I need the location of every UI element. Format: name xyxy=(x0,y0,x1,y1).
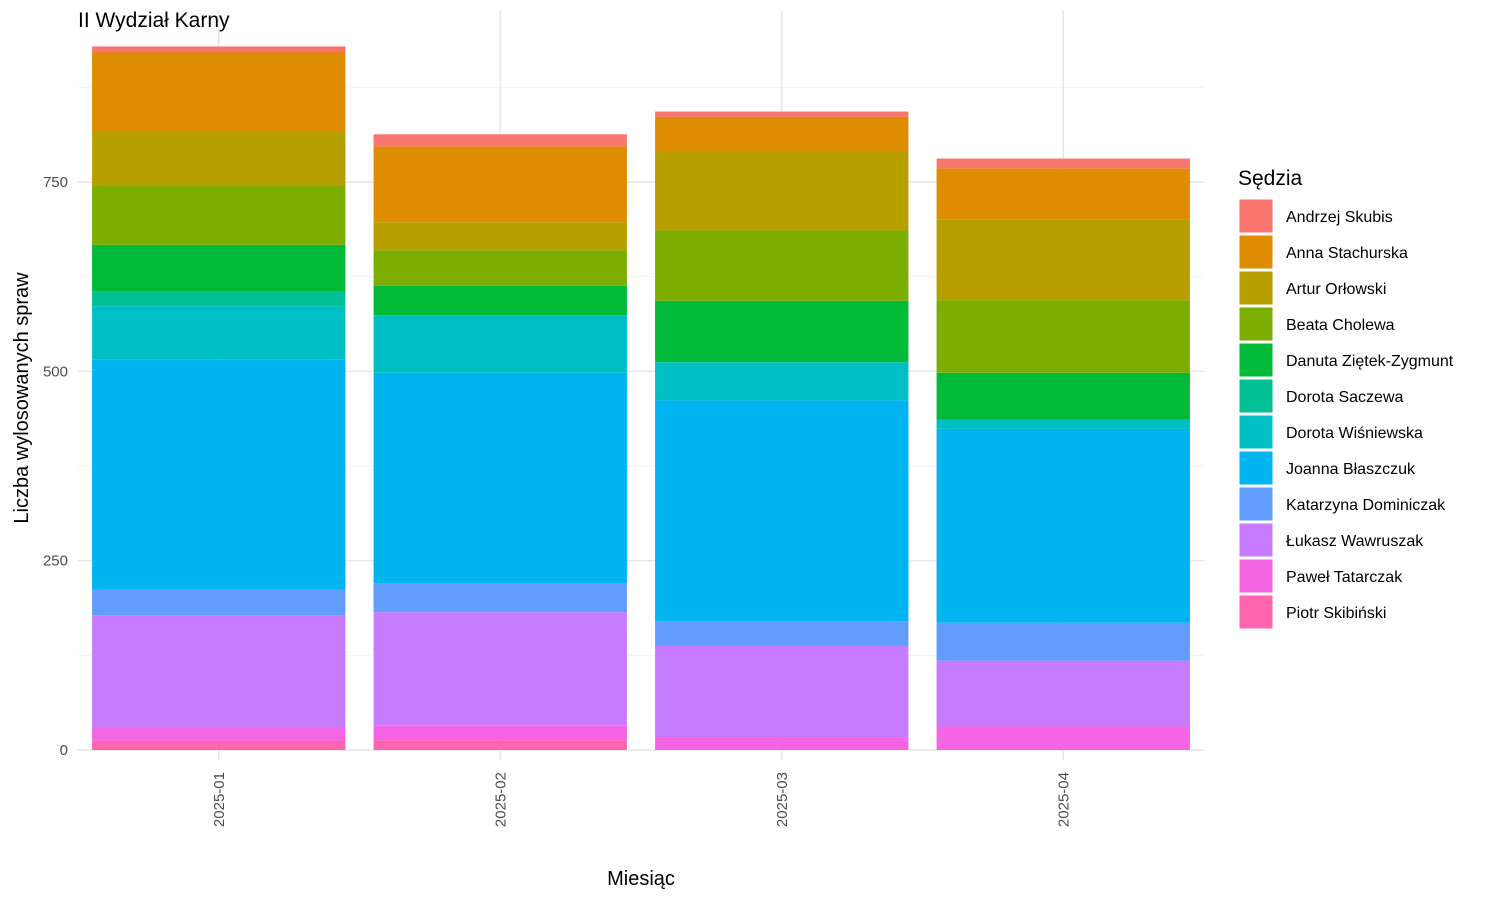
bar-segment xyxy=(92,728,346,741)
bar-segment xyxy=(373,372,627,584)
x-tick-label: 2025-03 xyxy=(774,772,791,827)
legend-key xyxy=(1238,450,1274,486)
legend-key xyxy=(1238,486,1274,522)
bar-segment xyxy=(936,419,1190,429)
bar-segment xyxy=(373,250,627,286)
legend-label: Joanna Błaszczuk xyxy=(1286,461,1416,478)
bar-segment xyxy=(655,116,909,151)
legend-label: Dorota Wiśniewska xyxy=(1286,425,1423,442)
legend-key xyxy=(1238,414,1274,450)
bars xyxy=(92,46,1190,750)
legend-key xyxy=(1238,270,1274,306)
x-tick-label: 2025-04 xyxy=(1055,772,1072,827)
bar-segment xyxy=(92,244,346,292)
bar-segment xyxy=(92,615,346,729)
legend-key xyxy=(1238,522,1274,558)
bar-segment xyxy=(655,621,909,646)
bar-segment xyxy=(373,146,627,223)
x-tick-label: 2025-02 xyxy=(492,772,509,827)
legend-label: Paweł Tatarczak xyxy=(1286,569,1403,586)
bar-segment xyxy=(373,725,627,741)
bar-segment xyxy=(936,158,1190,169)
legend-label: Danuta Ziętek-Zygmunt xyxy=(1286,353,1454,370)
y-tick-label: 500 xyxy=(43,363,68,380)
bar-segment xyxy=(92,132,346,186)
bar-segment xyxy=(92,185,346,245)
y-tick-label: 750 xyxy=(43,174,68,191)
legend-label: Andrzej Skubis xyxy=(1286,209,1393,226)
bar-segment xyxy=(655,111,909,117)
legend-key xyxy=(1238,198,1274,234)
bar-segment xyxy=(936,372,1190,420)
bar-segment xyxy=(655,300,909,363)
legend-label: Łukasz Wawruszak xyxy=(1286,533,1424,550)
bar-segment xyxy=(936,219,1190,301)
legend-key xyxy=(1238,378,1274,414)
bar-segment xyxy=(373,222,627,251)
legend-label: Piotr Skibiński xyxy=(1286,605,1386,622)
legend-key xyxy=(1238,594,1274,630)
bar-segment xyxy=(92,359,346,590)
bar-segment xyxy=(92,46,346,53)
bar-segment xyxy=(373,740,627,750)
x-axis-ticks: 2025-01 2025-02 2025-03 2025-04 xyxy=(211,772,1073,827)
bar-segment xyxy=(655,362,909,401)
y-axis-ticks: 0 250 500 750 xyxy=(43,174,68,759)
legend-key xyxy=(1238,342,1274,378)
chart-title: II Wydział Karny xyxy=(78,9,230,32)
bar-segment xyxy=(92,52,346,133)
legend-key xyxy=(1238,234,1274,270)
y-axis-title: Liczba wylosowanych spraw xyxy=(11,272,33,524)
bar-segment xyxy=(92,306,346,360)
legend: Sędzia Andrzej Skubis Anna Stachurska Artu… xyxy=(1238,167,1454,630)
legend-key xyxy=(1238,306,1274,342)
bar-segment xyxy=(373,134,627,147)
y-tick-label: 0 xyxy=(60,742,68,759)
x-tick-label: 2025-01 xyxy=(211,772,228,827)
bar-segment xyxy=(936,300,1190,373)
legend-label: Beata Cholewa xyxy=(1286,317,1395,334)
legend-items: Andrzej Skubis Anna Stachurska Artur Orłow… xyxy=(1238,198,1454,630)
bar-segment xyxy=(373,612,627,726)
bar-segment xyxy=(936,622,1190,661)
bar-segment xyxy=(373,315,627,373)
legend-label: Dorota Saczewa xyxy=(1286,389,1403,406)
bar-segment xyxy=(92,740,346,750)
bar-segment xyxy=(92,589,346,616)
bar-segment xyxy=(373,583,627,613)
bar-segment xyxy=(655,150,909,231)
bar-segment xyxy=(655,645,909,738)
legend-label: Katarzyna Dominiczak xyxy=(1286,497,1446,514)
bar-segment xyxy=(373,285,627,316)
bar-segment xyxy=(936,660,1190,727)
bar-segment xyxy=(92,291,346,307)
bar-segment xyxy=(655,400,909,622)
bar-segment xyxy=(655,230,909,301)
bar-segment xyxy=(936,428,1190,623)
bar-segment xyxy=(655,737,909,750)
bar-segment xyxy=(936,168,1190,220)
legend-title: Sędzia xyxy=(1238,167,1303,190)
y-tick-label: 250 xyxy=(43,553,68,570)
legend-label: Artur Orłowski xyxy=(1286,281,1386,298)
legend-label: Anna Stachurska xyxy=(1286,245,1408,262)
bar-segment xyxy=(936,726,1190,750)
x-axis-title: Miesiąc xyxy=(607,868,675,890)
legend-key xyxy=(1238,558,1274,594)
